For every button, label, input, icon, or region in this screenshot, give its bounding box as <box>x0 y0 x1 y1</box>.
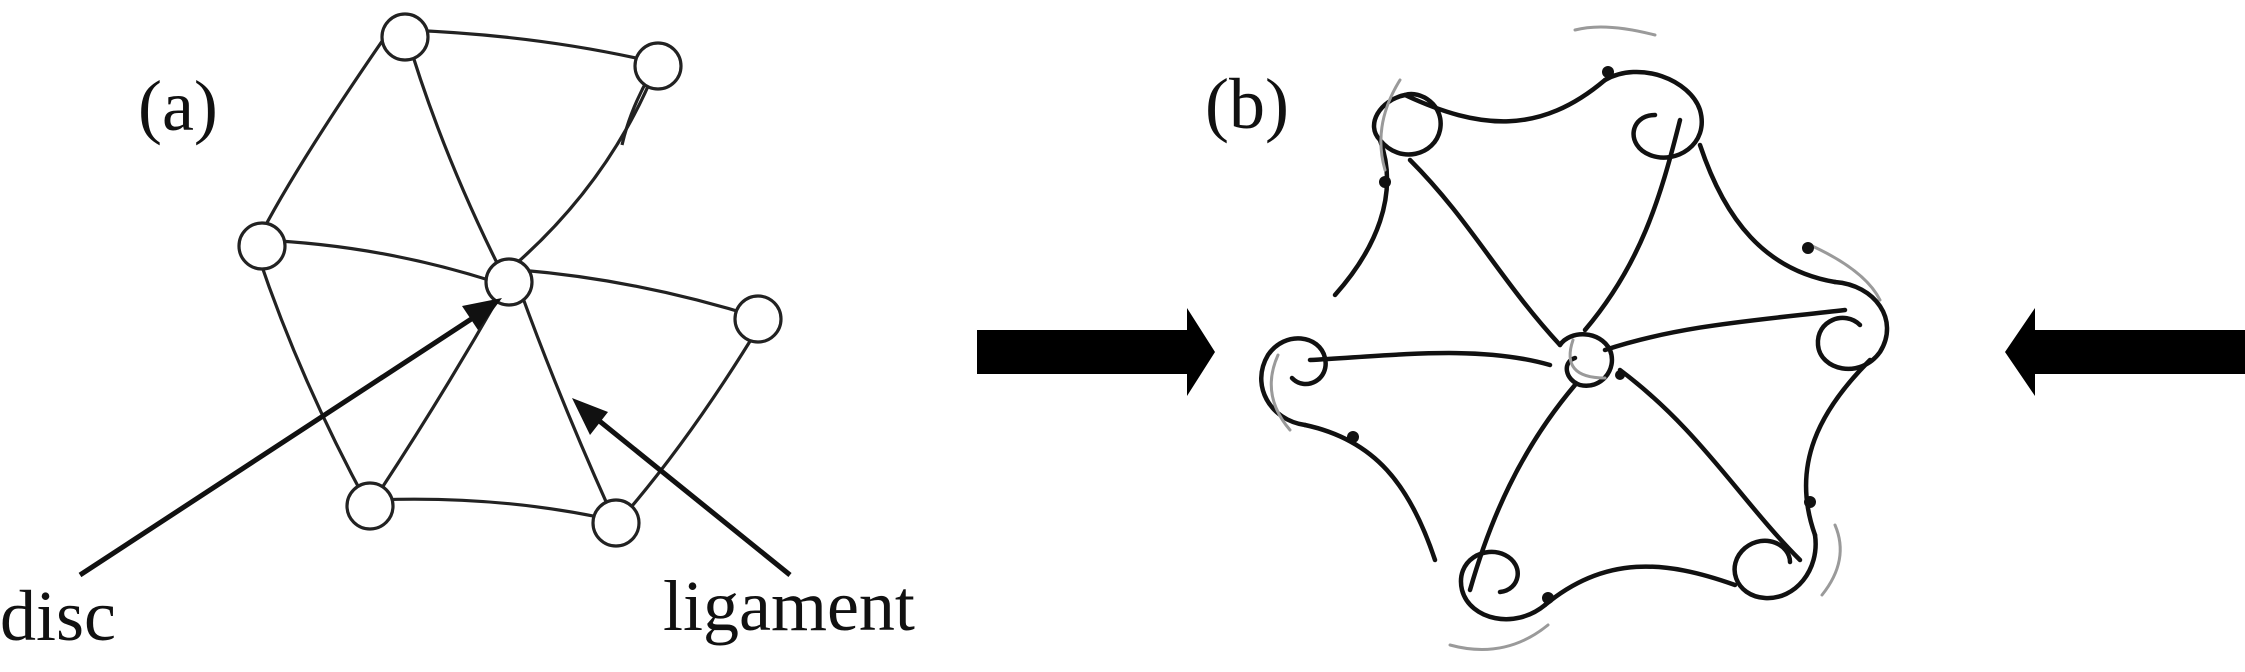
ligament-line <box>1602 307 1848 353</box>
node-curl <box>1371 91 1443 157</box>
rotation-indicators <box>1269 25 1882 651</box>
ligament-line <box>519 268 761 320</box>
rotation-dot <box>1542 592 1554 604</box>
ligament-line <box>1697 142 1838 285</box>
ligament-line <box>1617 367 1803 563</box>
panel-b: (b) <box>1205 25 1890 651</box>
ligament-line <box>1307 350 1553 368</box>
ligament-line <box>260 36 387 233</box>
panel-a: (a) <box>0 12 915 656</box>
rotation-dot <box>1602 66 1614 78</box>
disc-circle <box>380 12 430 62</box>
node-curl <box>1557 332 1614 389</box>
rotation-trace <box>1820 523 1842 597</box>
panel-a-label: (a) <box>138 66 218 146</box>
ligament-line <box>618 324 762 522</box>
ligament-line <box>256 254 370 506</box>
rotation-trace <box>1379 78 1402 172</box>
ligament-line <box>1542 564 1738 608</box>
ligament-line <box>403 29 505 276</box>
rotation-trace <box>1573 25 1657 37</box>
ligament-line <box>372 294 502 501</box>
rotation-trace <box>1568 338 1607 380</box>
left-compression-arrow <box>977 308 1215 396</box>
ligament-label: ligament <box>663 566 915 646</box>
panel-a-discs <box>237 12 783 548</box>
ligament-line <box>1467 382 1578 593</box>
rotation-dot <box>1379 176 1391 188</box>
ligament-line <box>516 69 657 264</box>
rotation-trace <box>1269 353 1292 432</box>
disc-circle <box>484 257 534 307</box>
ligament-line <box>1332 137 1390 298</box>
node-curl <box>1732 532 1818 601</box>
ligament-line <box>518 289 614 516</box>
panel-b-label: (b) <box>1205 64 1289 144</box>
ligament-pointer <box>572 398 792 577</box>
rotation-dot <box>1347 431 1359 443</box>
disc-circle <box>237 221 287 271</box>
rotation-dot <box>1802 242 1814 254</box>
disc-circle <box>633 41 683 91</box>
ligament-line <box>1582 117 1683 333</box>
node-curl <box>1815 279 1890 372</box>
rotation-dot <box>1804 496 1816 508</box>
rotation-dot <box>1615 370 1625 380</box>
ligament-line <box>371 497 613 522</box>
disc-circle <box>733 294 783 344</box>
disc-circle <box>591 498 641 548</box>
right-compression-arrow <box>2005 308 2245 396</box>
ligament-line <box>1407 157 1563 348</box>
ligament-line <box>259 238 496 284</box>
ligament-line <box>1803 357 1873 538</box>
ligament-line <box>1402 77 1608 124</box>
node-curl <box>1458 549 1548 622</box>
ligament-line <box>404 28 659 65</box>
rotation-trace <box>1808 243 1882 302</box>
chiral-lattice <box>1259 69 1890 622</box>
ligament-line <box>1302 422 1438 563</box>
node-curl <box>1259 336 1328 428</box>
rotation-trace <box>1448 623 1550 651</box>
disc-circle <box>345 481 395 531</box>
node-curl <box>1602 69 1704 160</box>
disc-pointer <box>78 298 502 578</box>
disc-label: disc <box>0 576 116 656</box>
